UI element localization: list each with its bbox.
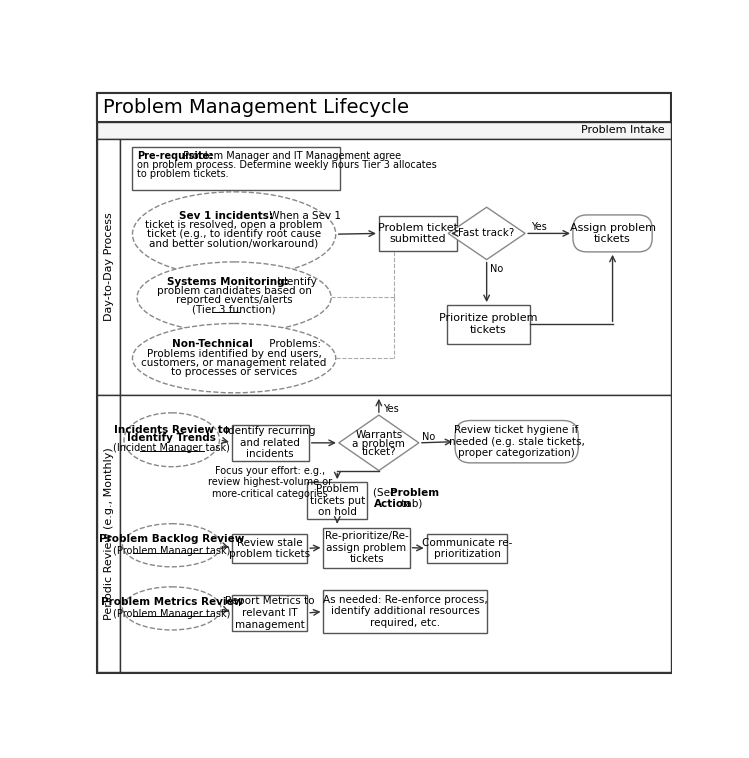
FancyBboxPatch shape [455, 421, 578, 463]
Text: Re-prioritize/Re-
assign problem
tickets: Re-prioritize/Re- assign problem tickets [324, 531, 408, 564]
Text: (Problem Manager task): (Problem Manager task) [113, 546, 231, 556]
Text: (Incident Manager task): (Incident Manager task) [113, 443, 230, 453]
Text: reported events/alerts: reported events/alerts [176, 296, 292, 305]
Text: Identify Trends: Identify Trends [127, 434, 216, 443]
Text: Yes: Yes [383, 404, 398, 414]
Text: on problem process. Determine weekly hours Tier 3 allocates: on problem process. Determine weekly hou… [137, 160, 437, 170]
Text: Problem ticket
submitted: Problem ticket submitted [378, 223, 458, 244]
Text: Systems Monitoring:: Systems Monitoring: [167, 277, 289, 287]
Text: Report Metrics to
relevant IT
management: Report Metrics to relevant IT management [225, 597, 315, 630]
Text: No: No [490, 264, 503, 274]
Bar [97, 395, 120, 672]
Text: (Problem Manager task): (Problem Manager task) [113, 609, 231, 619]
Text: ticket is resolved, open a problem: ticket is resolved, open a problem [145, 220, 323, 230]
Text: (Tier 3 function): (Tier 3 function) [192, 305, 276, 315]
Text: Pre-requisite:: Pre-requisite: [137, 151, 213, 161]
Text: (See: (See [374, 488, 400, 498]
Text: Identify recurring
and related
incidents: Identify recurring and related incidents [225, 426, 315, 459]
Bar [120, 139, 670, 395]
Text: Problem
tickets put
on hold: Problem tickets put on hold [309, 484, 365, 517]
Text: Problems identified by end users,: Problems identified by end users, [147, 349, 321, 359]
Text: Action: Action [374, 499, 411, 509]
Bar [324, 590, 487, 633]
Bar [97, 92, 670, 122]
Bar [231, 534, 307, 563]
Bar [231, 595, 307, 631]
Text: tab): tab) [398, 499, 422, 509]
Ellipse shape [122, 524, 221, 567]
Text: to processes or services: to processes or services [171, 367, 297, 377]
Bar [324, 528, 410, 568]
Text: Periodic Review (e.g., Monthly): Periodic Review (e.g., Monthly) [103, 447, 114, 620]
Text: Problem Management Lifecycle: Problem Management Lifecycle [103, 98, 409, 117]
Text: problem candidates based on: problem candidates based on [157, 287, 312, 296]
Polygon shape [448, 207, 525, 259]
Text: Fast track?: Fast track? [458, 228, 515, 239]
Bar [427, 534, 508, 563]
Bar [379, 216, 458, 251]
Bar [133, 147, 340, 190]
Text: customers, or management related: customers, or management related [142, 358, 327, 368]
Text: Identify: Identify [274, 277, 317, 287]
Text: Focus your effort: e.g.,
review highest-volume or
more-critical categories: Focus your effort: e.g., review highest-… [208, 465, 333, 499]
FancyBboxPatch shape [573, 215, 652, 252]
Ellipse shape [124, 413, 219, 467]
Text: Sev 1 incidents:: Sev 1 incidents: [180, 211, 273, 221]
Text: Review stale
problem tickets: Review stale problem tickets [229, 537, 310, 559]
Bar [120, 395, 670, 672]
Text: No: No [422, 432, 435, 442]
Ellipse shape [133, 324, 336, 393]
Text: Problem Intake: Problem Intake [581, 125, 664, 135]
Text: Problem Metrics Review: Problem Metrics Review [100, 597, 243, 607]
Bar [231, 425, 309, 461]
Text: ticket?: ticket? [362, 447, 396, 457]
Text: Review ticket hygiene if
needed (e.g. stale tickets,
proper categorization): Review ticket hygiene if needed (e.g. st… [449, 425, 585, 459]
Bar [97, 122, 670, 139]
Text: and better solution/workaround): and better solution/workaround) [150, 239, 319, 249]
Text: Incidents Review to: Incidents Review to [114, 424, 230, 435]
Ellipse shape [137, 262, 331, 333]
Text: Problem: Problem [390, 488, 440, 498]
Ellipse shape [122, 587, 221, 630]
Text: Problem Manager and IT Management agree: Problem Manager and IT Management agree [181, 151, 401, 161]
Text: When a Sev 1: When a Sev 1 [267, 211, 342, 221]
Text: Prioritize problem
tickets: Prioritize problem tickets [439, 314, 538, 335]
Text: As needed: Re-enforce process,
identify additional resources
required, etc.: As needed: Re-enforce process, identify … [323, 595, 488, 628]
Ellipse shape [133, 192, 336, 277]
Text: Assign problem
tickets: Assign problem tickets [569, 223, 655, 244]
Text: ticket (e.g., to identify root cause: ticket (e.g., to identify root cause [147, 229, 321, 240]
Text: Problem Backlog Review: Problem Backlog Review [99, 534, 244, 544]
Bar [97, 139, 120, 395]
Text: Non-Technical: Non-Technical [172, 340, 253, 349]
Text: Communicate re-
prioritization: Communicate re- prioritization [422, 537, 512, 559]
Text: to problem tickets.: to problem tickets. [137, 169, 228, 179]
Text: Warrants: Warrants [355, 430, 402, 440]
Text: Day-to-Day Process: Day-to-Day Process [103, 212, 114, 321]
Text: Problems:: Problems: [267, 340, 321, 349]
Text: a problem: a problem [353, 439, 405, 449]
Bar [307, 482, 367, 519]
Polygon shape [339, 415, 419, 471]
Text: Yes: Yes [531, 222, 547, 232]
Bar [446, 305, 530, 343]
